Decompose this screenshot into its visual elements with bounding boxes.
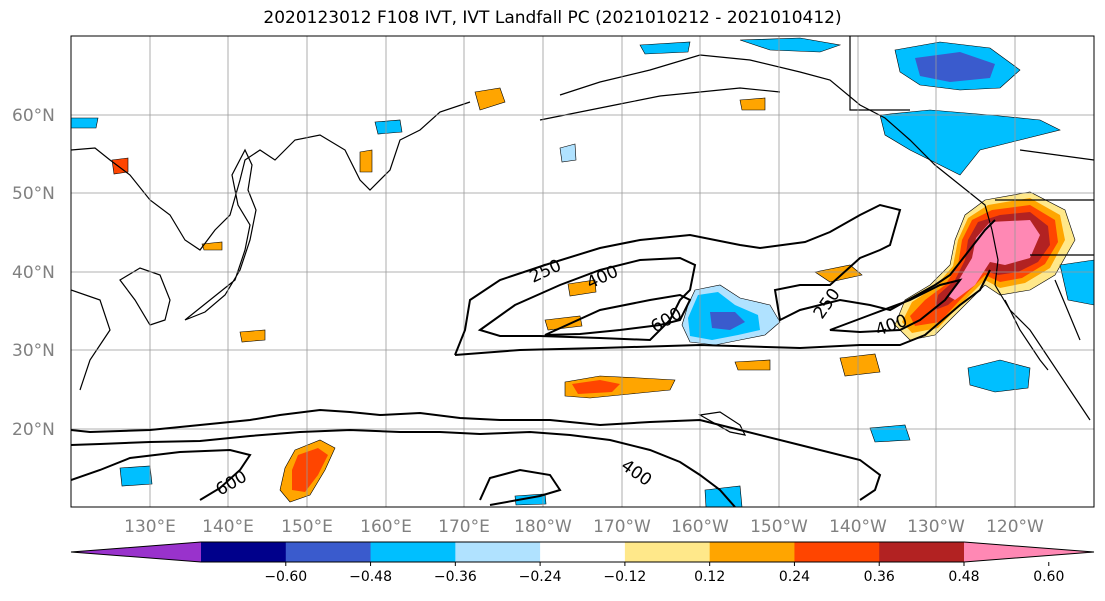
lon-label: 130°E xyxy=(124,517,176,537)
negative-anomaly-aleutian xyxy=(739,37,842,53)
colorbar-swatch xyxy=(879,542,965,562)
colorbar-tick-label: −0.36 xyxy=(434,569,477,585)
colorbar-tick-label: 0.24 xyxy=(779,569,810,585)
coastline-baja xyxy=(1004,299,1049,371)
positive-anomaly-north-4 xyxy=(739,97,766,111)
positive-anomaly-mid-4 xyxy=(567,279,597,297)
colorbar-tick-label: −0.24 xyxy=(519,569,562,585)
lon-label: 160°W xyxy=(671,517,729,537)
negative-anomaly-small-3 xyxy=(639,41,691,55)
lon-label: 160°E xyxy=(360,517,412,537)
positive-anomaly-mid-2 xyxy=(839,353,881,377)
lon-label: 130°W xyxy=(907,517,965,537)
colorbar-tick-label: 0.36 xyxy=(864,569,895,585)
coastline-alaska xyxy=(559,54,999,286)
colorbar-swatch xyxy=(624,542,711,562)
positive-anomaly-cent-pac-core xyxy=(572,380,620,394)
colorbar-swatch xyxy=(285,542,372,562)
negative-anomaly-tropic-3 xyxy=(704,485,743,507)
coastline-japan xyxy=(184,148,257,321)
lat-label: 60°N xyxy=(12,106,55,126)
negative-anomaly-160w-deep xyxy=(710,312,745,330)
colorbar-outline xyxy=(70,541,1095,563)
negative-anomaly-small-1 xyxy=(559,143,577,163)
colorbar: −0.60 −0.48 −0.36 −0.24 −0.12 0.12 0.24 0.36 0.4… xyxy=(70,541,1095,585)
contour-400-east xyxy=(829,278,963,334)
negative-anomaly-small-4 xyxy=(71,117,99,129)
latitude-labels: 60°N 50°N 40°N 30°N 20°N xyxy=(12,106,55,440)
contour-600-tropics xyxy=(71,448,252,501)
colorbar-tick-label: 0.60 xyxy=(1033,569,1064,585)
lon-label: 140°E xyxy=(202,517,254,537)
colorbar-tick-label: −0.12 xyxy=(603,569,646,585)
coastline-aleutians xyxy=(539,87,781,121)
negative-anomaly-small-2 xyxy=(374,119,403,135)
colorbar-swatch xyxy=(540,542,626,562)
ivt-contours xyxy=(71,203,996,507)
contour-400-tropics xyxy=(71,428,736,507)
coastline-asia xyxy=(71,101,471,251)
lat-label: 30°N xyxy=(12,341,55,361)
positive-anomaly-mid-3 xyxy=(544,315,583,331)
positive-anomaly-north-1 xyxy=(474,87,506,111)
colorbar-swatch xyxy=(201,542,287,562)
positive-anomaly-small-5 xyxy=(239,329,266,343)
borders-north-america xyxy=(849,36,1094,341)
lon-label: 150°W xyxy=(750,517,808,537)
lat-label: 40°N xyxy=(12,263,55,283)
positive-anomaly-mid-1 xyxy=(814,264,863,283)
positive-anomaly-small-6 xyxy=(201,241,223,251)
negative-anomaly-east-pacific xyxy=(967,359,1031,393)
colorbar-swatch xyxy=(794,542,880,562)
positive-anomaly-north-2 xyxy=(359,149,373,173)
coastline-korea xyxy=(119,267,171,326)
lon-label: 180°W xyxy=(514,517,572,537)
contour-outer-tropics xyxy=(71,408,882,501)
contour-600-north xyxy=(544,293,692,336)
gridlines xyxy=(71,36,1094,507)
contour-400-north xyxy=(477,256,697,342)
figure-title: 2020123012 F108 IVT, IVT Landfall PC (20… xyxy=(263,8,842,28)
lon-label: 150°E xyxy=(281,517,333,537)
negative-anomaly-canada-deep xyxy=(915,52,995,82)
negative-anomaly-tropic-1 xyxy=(119,465,153,487)
negative-anomaly-tropic-2 xyxy=(869,424,911,443)
colorbar-swatch xyxy=(709,542,795,562)
colorbar-tick-label: −0.48 xyxy=(349,569,392,585)
contour-250-north xyxy=(454,203,996,356)
colorbar-tick-label: 0.12 xyxy=(694,569,725,585)
lon-label: 140°W xyxy=(829,517,887,537)
positive-anomaly-core-4 xyxy=(948,220,1040,300)
lon-label: 120°W xyxy=(986,517,1044,537)
lon-label: 170°W xyxy=(593,517,651,537)
positive-anomaly-tropic-150e-core xyxy=(292,448,328,492)
colorbar-tick-label: −0.60 xyxy=(264,569,307,585)
lat-label: 20°N xyxy=(12,420,55,440)
colorbar-extension-low xyxy=(71,542,201,562)
lat-label: 50°N xyxy=(12,184,55,204)
colorbar-tick-label: 0.48 xyxy=(948,569,979,585)
colorbar-swatch xyxy=(455,542,541,562)
negative-anomaly-mexico xyxy=(1059,259,1094,306)
lon-label: 170°E xyxy=(438,517,490,537)
coastline-china xyxy=(71,289,111,391)
colorbar-swatch xyxy=(370,542,456,562)
positive-anomaly-small-7 xyxy=(734,359,771,371)
map-frame xyxy=(70,35,1095,508)
colorbar-extension-high xyxy=(964,542,1094,562)
longitude-labels: 130°E 140°E 150°E 160°E 170°E 180°W 170°… xyxy=(124,517,1044,537)
